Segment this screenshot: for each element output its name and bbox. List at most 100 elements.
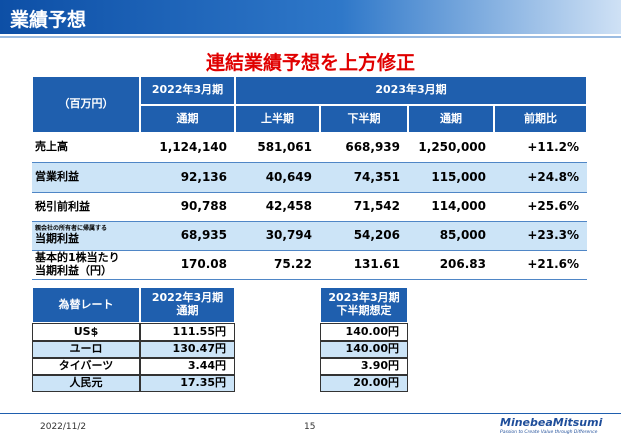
footer-date: 2022/11/2 <box>40 422 87 432</box>
fx-rate: 20.00円 <box>353 376 399 390</box>
value: +11.2% <box>527 139 579 154</box>
value: 115,000 <box>431 169 486 184</box>
header-bar <box>0 0 621 34</box>
fx-cell: 3.90円 <box>320 358 408 375</box>
row-label-line: 親会社の所有者に帰属する <box>35 225 108 233</box>
currency: US$ <box>73 324 99 338</box>
value-cell: 668,939 <box>320 133 408 163</box>
value: +25.6% <box>527 199 579 214</box>
row-label-line: 当期利益 <box>35 232 79 246</box>
value: +21.6% <box>527 257 579 272</box>
row-label-line: 営業利益 <box>35 170 79 184</box>
value: 92,136 <box>180 169 227 184</box>
value: 1,124,140 <box>159 139 227 154</box>
value: 40,649 <box>265 169 312 184</box>
period-label: 2022年3月期 <box>151 83 224 97</box>
value-cell: 1,250,000 <box>408 133 494 163</box>
value-cell: 30,794 <box>235 222 320 251</box>
period-header: 2023年3月期 <box>235 76 587 105</box>
value-cell: 71,542 <box>320 193 408 222</box>
sub-header: 通期 <box>140 105 235 133</box>
value: 1,250,000 <box>418 139 486 154</box>
row-label: 税引前利益 <box>32 193 140 222</box>
row-label-line: 売上高 <box>35 140 68 154</box>
value-cell: +23.3% <box>494 222 587 251</box>
value-cell: 85,000 <box>408 222 494 251</box>
value-cell: +21.6% <box>494 251 587 280</box>
value: 206.83 <box>439 257 486 272</box>
currency-cell: ユーロ <box>32 341 140 358</box>
value-cell: +11.2% <box>494 133 587 163</box>
value: 114,000 <box>431 199 486 214</box>
fx-cell: 17.35円 <box>140 375 235 392</box>
fx-cell: 140.00円 <box>320 323 408 341</box>
value-cell: 74,351 <box>320 163 408 193</box>
value: 85,000 <box>439 228 486 243</box>
sub-header-label: 前期比 <box>524 111 557 125</box>
fx-period-header: 2023年3月期 下半期想定 <box>320 287 408 323</box>
sub-header-label: 上半期 <box>261 111 294 125</box>
fx-period-header: 2022年3月期 通期 <box>140 287 235 323</box>
value-cell: 90,788 <box>140 193 235 222</box>
currency: ユーロ <box>69 342 103 356</box>
value-cell: 170.08 <box>140 251 235 280</box>
value: 131.61 <box>353 257 400 272</box>
fx-rate: 111.55円 <box>172 324 226 338</box>
page-number: 15 <box>304 422 316 432</box>
fx-rate: 17.35円 <box>180 376 226 390</box>
period-label: 2023年3月期 <box>375 83 447 97</box>
fx-cell: 111.55円 <box>140 323 235 341</box>
headline: 連結業績予想を上方修正 <box>205 52 415 74</box>
value: +24.8% <box>527 169 579 184</box>
value: 75.22 <box>274 257 312 272</box>
value: 54,206 <box>353 228 400 243</box>
header-title: 業績予想 <box>10 9 87 31</box>
fx-rate: 140.00円 <box>345 324 399 338</box>
value-cell: 92,136 <box>140 163 235 193</box>
value: 71,542 <box>353 199 400 214</box>
fx-period-label: 下半期想定 <box>336 304 392 317</box>
row-label: 親会社の所有者に帰属する 当期利益 <box>32 222 140 251</box>
value-cell: 54,206 <box>320 222 408 251</box>
period-header: 2022年3月期 <box>140 76 235 105</box>
header-rule <box>0 36 621 38</box>
value: 68,935 <box>180 228 227 243</box>
value-cell: +25.6% <box>494 193 587 222</box>
sub-header: 前期比 <box>494 105 587 133</box>
fx-header-label: 為替レート <box>58 297 114 311</box>
fx-cell: 130.47円 <box>140 341 235 358</box>
sub-header-label: 通期 <box>176 111 199 125</box>
currency-cell: タイバーツ <box>32 358 140 375</box>
row-label: 基本的1株当たり 当期利益（円） <box>32 251 140 280</box>
value: 581,061 <box>257 139 312 154</box>
value: 42,458 <box>265 199 312 214</box>
sub-header-label: 下半期 <box>347 111 381 125</box>
currency: タイバーツ <box>58 359 114 373</box>
row-label: 売上高 <box>32 133 140 163</box>
value-cell: +24.8% <box>494 163 587 193</box>
value-cell: 68,935 <box>140 222 235 251</box>
currency-cell: 人民元 <box>32 375 140 392</box>
sub-header: 上半期 <box>235 105 320 133</box>
row-label-line: 当期利益（円） <box>35 264 112 277</box>
fx-cell: 3.44円 <box>140 358 235 375</box>
row-label-line: 税引前利益 <box>35 199 90 213</box>
sub-header: 通期 <box>408 105 494 133</box>
footer-rule <box>0 413 621 414</box>
fx-rate: 3.44円 <box>187 359 226 373</box>
fx-cell: 20.00円 <box>320 375 408 392</box>
unit-header: （百万円） <box>32 76 140 133</box>
unit-label: （百万円） <box>58 97 114 111</box>
fx-period-label: 2023年3月期 <box>328 291 400 305</box>
row-label-line: 基本的1株当たり <box>35 251 120 265</box>
value-cell: 114,000 <box>408 193 494 222</box>
value: 668,939 <box>345 139 400 154</box>
fx-rate: 3.90円 <box>360 359 399 373</box>
value: 170.08 <box>180 257 227 272</box>
value-cell: 131.61 <box>320 251 408 280</box>
value-cell: 42,458 <box>235 193 320 222</box>
value-cell: 206.83 <box>408 251 494 280</box>
fx-header: 為替レート <box>32 287 140 323</box>
logo-tagline: Passion to Create Value through Differen… <box>500 430 598 435</box>
